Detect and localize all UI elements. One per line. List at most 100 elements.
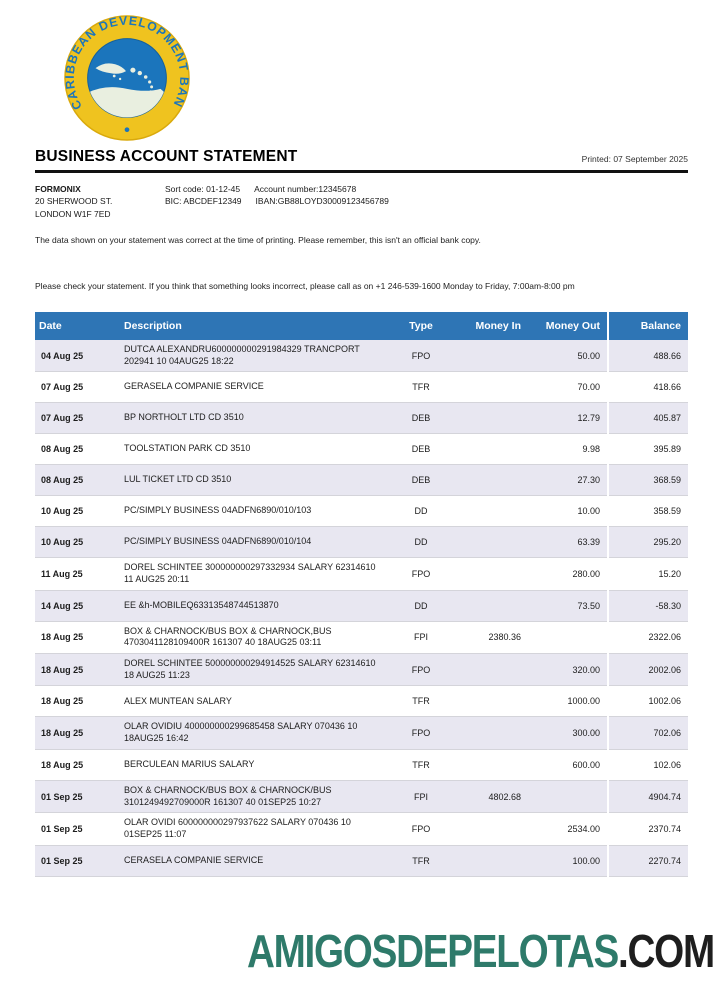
txn-date: 08 Aug 25 xyxy=(35,433,120,466)
transaction-row: 08 Aug 25 LUL TICKET LTD CD 3510 DEB 27.… xyxy=(35,464,688,497)
txn-money-out: 320.00 xyxy=(528,653,609,687)
txn-date: 18 Aug 25 xyxy=(35,621,120,655)
txn-type: FPO xyxy=(390,653,452,687)
txn-money-in xyxy=(452,464,528,497)
txn-balance: 2370.74 xyxy=(608,812,688,846)
txn-money-in xyxy=(452,371,528,404)
txn-date: 14 Aug 25 xyxy=(35,590,120,622)
disclaimer-text: The data shown on your statement was cor… xyxy=(35,234,481,245)
transaction-row: 08 Aug 25 TOOLSTATION PARK CD 3510 DEB 9… xyxy=(35,433,688,466)
txn-date: 18 Aug 25 xyxy=(35,716,120,750)
txn-type: DD xyxy=(390,526,452,559)
txn-money-in xyxy=(452,845,528,877)
txn-type: FPO xyxy=(390,716,452,750)
txn-type: DD xyxy=(390,590,452,622)
transaction-row: 11 Aug 25 DOREL SCHINTEE 300000000297332… xyxy=(35,557,688,591)
txn-date: 07 Aug 25 xyxy=(35,371,120,404)
txn-description: ALEX MUNTEAN SALARY xyxy=(120,685,390,718)
transaction-row: 07 Aug 25 GERASELA COMPANIE SERVICE TFR … xyxy=(35,371,688,404)
txn-balance: 358.59 xyxy=(608,495,688,528)
txn-money-out: 9.98 xyxy=(528,433,609,466)
table-header: Date Description Type Money In Money Out… xyxy=(35,311,688,340)
transaction-row: 04 Aug 25 DUTCA ALEXANDRU600000000291984… xyxy=(35,339,688,373)
txn-balance: -58.30 xyxy=(608,590,688,622)
txn-type: TFR xyxy=(390,371,452,404)
txn-date: 18 Aug 25 xyxy=(35,749,120,781)
transaction-row: 01 Sep 25 BOX & CHARNOCK/BUS BOX & CHARN… xyxy=(35,780,688,814)
txn-balance: 488.66 xyxy=(608,339,688,373)
txn-money-in xyxy=(452,339,528,373)
txn-balance: 2002.06 xyxy=(608,653,688,687)
txn-type: TFR xyxy=(390,749,452,781)
txn-money-out: 73.50 xyxy=(528,590,609,622)
txn-money-in xyxy=(452,685,528,718)
txn-balance: 405.87 xyxy=(608,402,688,435)
txn-money-in xyxy=(452,812,528,846)
txn-date: 07 Aug 25 xyxy=(35,402,120,435)
txn-balance: 102.06 xyxy=(608,749,688,781)
txn-balance: 2322.06 xyxy=(608,621,688,655)
transactions-body: 04 Aug 25 DUTCA ALEXANDRU600000000291984… xyxy=(35,339,688,877)
col-header-type: Type xyxy=(390,311,452,340)
txn-description: DOREL SCHINTEE 500000000294914525 SALARY… xyxy=(120,653,390,687)
check-statement-text: Please check your statement. If you thin… xyxy=(35,280,575,291)
txn-description: EE &h-MOBILEQ63313548744513870 xyxy=(120,590,390,622)
txn-description: PC/SIMPLY BUSINESS 04ADFN6890/010/103 xyxy=(120,495,390,528)
transaction-row: 01 Sep 25 CERASELA COMPANIE SERVICE TFR … xyxy=(35,845,688,877)
txn-type: FPI xyxy=(390,780,452,814)
txn-money-out: 280.00 xyxy=(528,557,609,591)
txn-date: 01 Sep 25 xyxy=(35,780,120,814)
title-band: BUSINESS ACCOUNT STATEMENT Printed: 07 S… xyxy=(35,148,688,173)
txn-type: FPO xyxy=(390,812,452,846)
col-header-money-out: Money Out xyxy=(528,311,609,340)
col-header-date: Date xyxy=(35,311,120,340)
transaction-row: 14 Aug 25 EE &h-MOBILEQ63313548744513870… xyxy=(35,590,688,622)
watermark-tld: .COM xyxy=(618,925,715,977)
address-line-1: 20 SHERWOOD ST. xyxy=(35,196,113,207)
txn-date: 08 Aug 25 xyxy=(35,464,120,497)
txn-money-in xyxy=(452,749,528,781)
txn-money-in xyxy=(452,526,528,559)
txn-money-out: 100.00 xyxy=(528,845,609,877)
txn-money-out: 70.00 xyxy=(528,371,609,404)
transaction-row: 18 Aug 25 OLAR OVIDIU 400000000299685458… xyxy=(35,716,688,750)
txn-money-out: 10.00 xyxy=(528,495,609,528)
txn-description: OLAR OVIDIU 400000000299685458 SALARY 07… xyxy=(120,716,390,750)
txn-date: 01 Sep 25 xyxy=(35,845,120,877)
txn-description: DUTCA ALEXANDRU600000000291984329 TRANCP… xyxy=(120,339,390,373)
txn-date: 10 Aug 25 xyxy=(35,495,120,528)
txn-money-out: 12.79 xyxy=(528,402,609,435)
bank-logo: CARIBBEAN DEVELOPMENT BANK xyxy=(35,0,688,141)
txn-money-in: 4802.68 xyxy=(452,780,528,814)
txn-type: FPO xyxy=(390,339,452,373)
transaction-row: 18 Aug 25 ALEX MUNTEAN SALARY TFR 1000.0… xyxy=(35,685,688,718)
txn-description: LUL TICKET LTD CD 3510 xyxy=(120,464,390,497)
transaction-row: 10 Aug 25 PC/SIMPLY BUSINESS 04ADFN6890/… xyxy=(35,526,688,559)
txn-description: BERCULEAN MARIUS SALARY xyxy=(120,749,390,781)
transaction-row: 18 Aug 25 BOX & CHARNOCK/BUS BOX & CHARN… xyxy=(35,621,688,655)
txn-money-in xyxy=(452,590,528,622)
txn-description: BP NORTHOLT LTD CD 3510 xyxy=(120,402,390,435)
txn-description: DOREL SCHINTEE 300000000297332934 SALARY… xyxy=(120,557,390,591)
txn-money-in xyxy=(452,433,528,466)
page-title: BUSINESS ACCOUNT STATEMENT xyxy=(35,148,298,165)
txn-type: TFR xyxy=(390,845,452,877)
col-header-description: Description xyxy=(120,311,390,340)
account-numbers: Sort code: 01-12-45 Account number:123456… xyxy=(165,183,389,220)
txn-balance: 4904.74 xyxy=(608,780,688,814)
txn-date: 10 Aug 25 xyxy=(35,526,120,559)
txn-type: FPO xyxy=(390,557,452,591)
txn-balance: 418.66 xyxy=(608,371,688,404)
txn-balance: 295.20 xyxy=(608,526,688,559)
transactions-table: Date Description Type Money In Money Out… xyxy=(35,311,688,877)
txn-money-in xyxy=(452,402,528,435)
txn-money-out: 600.00 xyxy=(528,749,609,781)
txn-type: DEB xyxy=(390,464,452,497)
txn-balance: 15.20 xyxy=(608,557,688,591)
txn-money-in: 2380.36 xyxy=(452,621,528,655)
txn-balance: 395.89 xyxy=(608,433,688,466)
transaction-row: 07 Aug 25 BP NORTHOLT LTD CD 3510 DEB 12… xyxy=(35,402,688,435)
txn-money-in xyxy=(452,716,528,750)
address-line-2: LONDON W1F 7ED xyxy=(35,208,111,219)
account-holder-name: FORMONIX xyxy=(35,184,81,194)
